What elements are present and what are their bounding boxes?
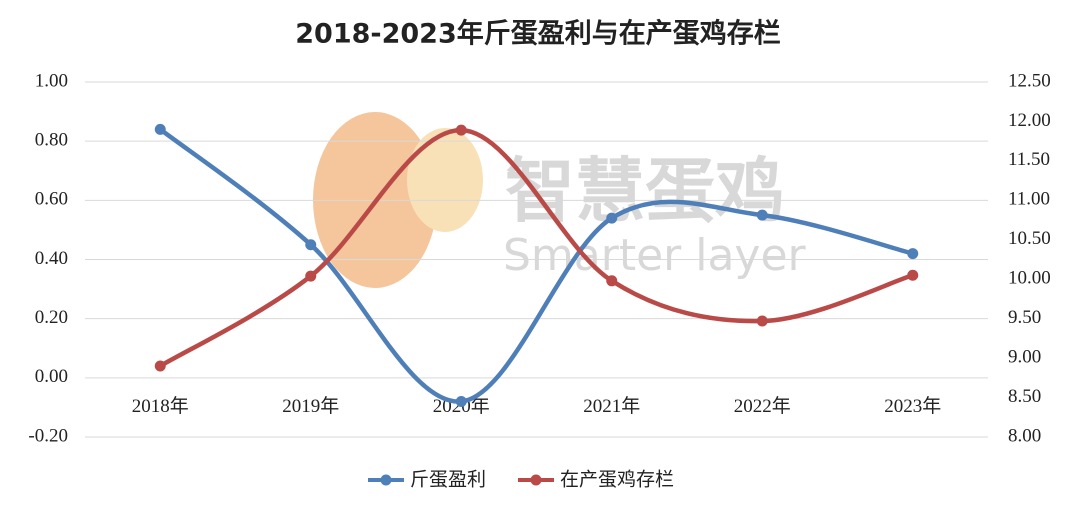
y2-tick-label: 12.50 (1008, 70, 1051, 91)
point (907, 248, 919, 260)
point (154, 360, 166, 372)
watermark: 智慧蛋鸡 (505, 150, 785, 232)
y2-tick-label: 11.00 (1008, 189, 1050, 210)
x-tick-label: 2019年 (282, 395, 339, 417)
y-tick-label: 0.00 (35, 366, 68, 387)
legend-marker (380, 474, 392, 486)
x-tick-label: 2022年 (734, 395, 791, 417)
y2-tick-label: 9.00 (1008, 346, 1041, 367)
x-tick-label: 2021年 (583, 395, 640, 417)
y-tick-label: 0.60 (35, 189, 68, 210)
point (756, 209, 768, 221)
y2-tick-label: 11.50 (1008, 149, 1050, 170)
point (154, 123, 166, 135)
y2-tick-label: 8.50 (1008, 386, 1041, 407)
point (606, 275, 618, 287)
legend-label: 斤蛋盈利 (410, 469, 486, 491)
y2-tick-label: 8.00 (1008, 425, 1041, 446)
legend-marker (530, 474, 542, 486)
legend-label: 在产蛋鸡存栏 (560, 469, 674, 491)
point (455, 124, 467, 136)
x-tick-label: 2023年 (884, 395, 941, 417)
point (606, 212, 618, 224)
y2-tick-label: 9.50 (1008, 307, 1041, 328)
point (455, 396, 467, 407)
y-tick-label: 0.20 (35, 307, 68, 328)
point (305, 270, 317, 282)
y-tick-label: 0.40 (35, 248, 68, 269)
watermark: Smarter layer (503, 230, 807, 281)
point (907, 269, 919, 281)
y2-tick-label: 12.00 (1008, 110, 1051, 131)
y-tick-label: 0.80 (35, 130, 68, 151)
x-tick-label: 2018年 (132, 395, 189, 417)
chart-title: 2018-2023年斤蛋盈利与在产蛋鸡存栏 (295, 18, 781, 50)
y2-tick-label: 10.50 (1008, 228, 1051, 249)
point (756, 315, 768, 327)
point (305, 239, 317, 251)
y-tick-label: 1.00 (35, 70, 68, 91)
y-tick-label: -0.20 (28, 425, 68, 446)
y2-tick-label: 10.00 (1008, 268, 1051, 289)
